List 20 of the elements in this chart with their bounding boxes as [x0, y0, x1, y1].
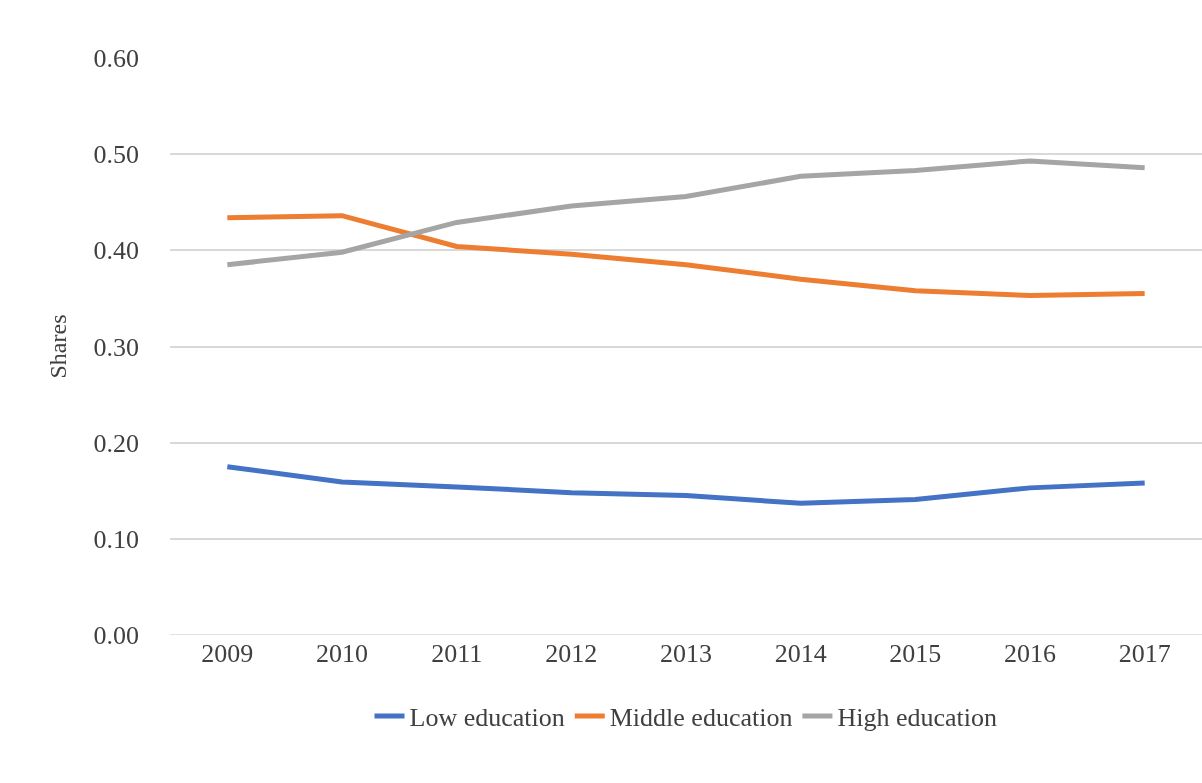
y-tick-label: 0.10 [93, 524, 139, 554]
legend-label: Middle education [609, 703, 793, 733]
y-tick-label: 0.50 [93, 140, 139, 170]
x-tick-label: 2009 [201, 639, 254, 668]
y-tick-label: 0.40 [93, 236, 139, 266]
x-tick-label: 2012 [545, 639, 598, 668]
legend-label: Low education [409, 703, 565, 733]
x-tick-label: 2014 [774, 639, 827, 668]
x-tick-label: 2010 [316, 639, 368, 668]
y-tick-label: 0.30 [93, 332, 139, 362]
legend-label: High education [837, 703, 997, 733]
x-tick-label: 2017 [1118, 639, 1171, 668]
x-tick-label: 2013 [660, 639, 712, 668]
y-tick-label: 0.00 [93, 621, 139, 651]
y-tick-label: 0.20 [93, 428, 139, 458]
y-axis-title: Shares [44, 314, 71, 379]
x-tick-label: 2011 [431, 639, 483, 668]
x-tick-label: 2015 [889, 639, 942, 668]
x-tick-label: 2016 [1004, 639, 1056, 668]
y-tick-label: 0.60 [93, 44, 139, 74]
